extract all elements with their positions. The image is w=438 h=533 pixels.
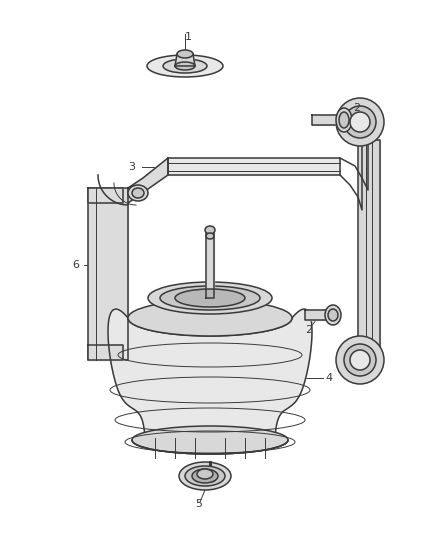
Ellipse shape — [336, 336, 384, 384]
Ellipse shape — [128, 300, 292, 336]
Ellipse shape — [175, 62, 195, 70]
Text: 1: 1 — [185, 32, 192, 42]
Polygon shape — [206, 230, 214, 298]
Ellipse shape — [128, 185, 148, 201]
Ellipse shape — [177, 50, 193, 58]
Ellipse shape — [204, 474, 216, 482]
Ellipse shape — [336, 98, 384, 146]
Ellipse shape — [160, 286, 260, 310]
Text: 6: 6 — [72, 260, 79, 270]
Polygon shape — [305, 310, 335, 320]
Ellipse shape — [132, 426, 288, 454]
Text: 2: 2 — [305, 325, 312, 335]
Ellipse shape — [175, 289, 245, 307]
Ellipse shape — [132, 188, 144, 198]
Ellipse shape — [339, 112, 349, 128]
Ellipse shape — [328, 309, 338, 321]
Text: 4: 4 — [325, 373, 332, 383]
Ellipse shape — [350, 112, 370, 132]
Ellipse shape — [179, 462, 231, 490]
Ellipse shape — [344, 106, 376, 138]
Polygon shape — [168, 158, 340, 175]
Polygon shape — [88, 345, 123, 360]
Polygon shape — [358, 140, 380, 360]
Ellipse shape — [148, 282, 272, 314]
Ellipse shape — [325, 305, 341, 325]
Polygon shape — [88, 188, 128, 360]
Text: 5: 5 — [195, 499, 202, 509]
Ellipse shape — [205, 226, 215, 234]
Ellipse shape — [344, 344, 376, 376]
Ellipse shape — [336, 108, 352, 132]
Polygon shape — [88, 188, 123, 203]
Ellipse shape — [163, 59, 207, 73]
Text: 3: 3 — [128, 162, 135, 172]
Text: 2: 2 — [353, 103, 360, 113]
Ellipse shape — [350, 350, 370, 370]
Polygon shape — [128, 158, 168, 203]
Polygon shape — [175, 54, 195, 66]
Polygon shape — [108, 309, 312, 454]
Ellipse shape — [197, 469, 213, 479]
Polygon shape — [312, 115, 344, 125]
Ellipse shape — [206, 233, 214, 239]
Ellipse shape — [147, 55, 223, 77]
Ellipse shape — [192, 469, 218, 483]
Ellipse shape — [185, 466, 225, 486]
